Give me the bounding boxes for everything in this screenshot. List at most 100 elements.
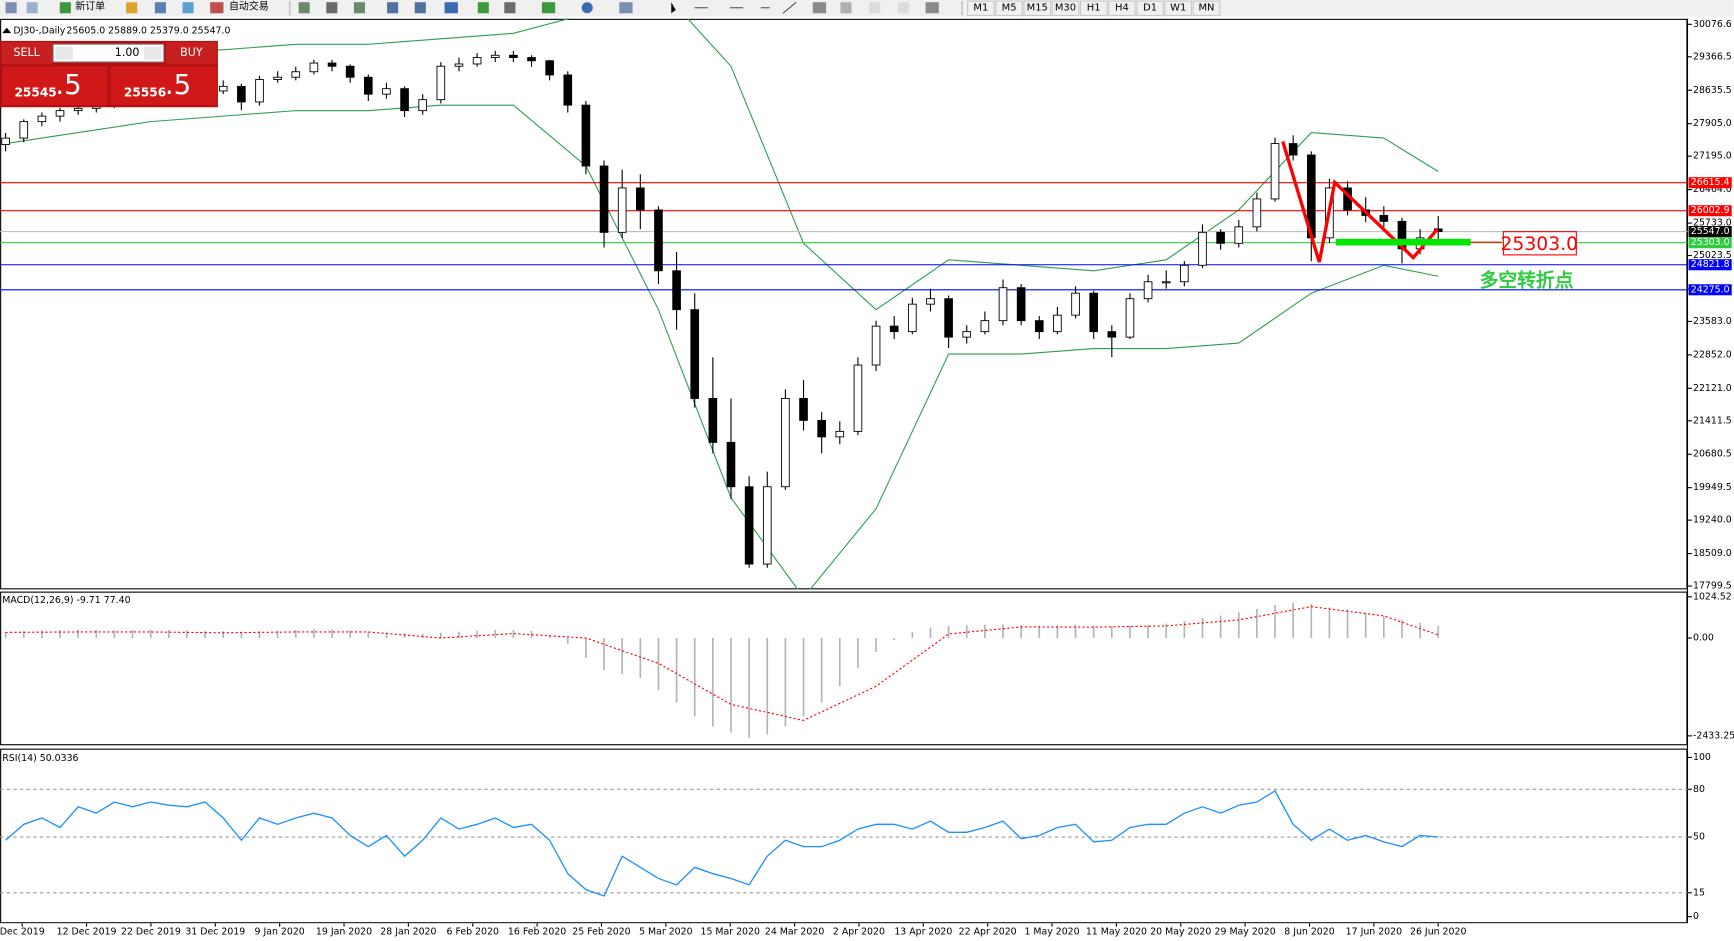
- candle-body: [799, 397, 808, 421]
- icon[interactable]: [414, 2, 426, 14]
- buy-price[interactable]: 25556: [124, 85, 166, 99]
- x-tick-label: 20 May 2020: [1150, 927, 1211, 938]
- buy-price-box[interactable]: [110, 66, 217, 106]
- sell-price-fraction[interactable]: .5: [55, 68, 81, 101]
- sell-label[interactable]: SELL: [13, 46, 40, 59]
- y-tick-label: 22121.0: [1693, 383, 1732, 394]
- icon[interactable]: [925, 2, 939, 14]
- icon[interactable]: [298, 2, 310, 14]
- timeframe-button[interactable]: [1051, 0, 1080, 17]
- lots-down[interactable]: [55, 46, 74, 60]
- candle-body: [998, 287, 1008, 322]
- candle-body: [1234, 226, 1244, 244]
- candle-body: [55, 110, 65, 117]
- candle-body: [871, 325, 881, 366]
- icon[interactable]: [182, 2, 194, 14]
- x-tick-label: 9 Jan 2020: [255, 927, 305, 938]
- candle-body: [454, 63, 464, 67]
- icon[interactable]: [840, 2, 852, 14]
- candle-body: [1089, 292, 1098, 333]
- y-tick-label: 100: [1693, 752, 1711, 763]
- x-tick-label: 28 Jan 2020: [380, 927, 436, 938]
- annotation-bar: [1335, 238, 1471, 246]
- y-tick-label: 30076.6: [1693, 19, 1732, 30]
- icon[interactable]: [353, 2, 365, 14]
- price-level-tag: [1688, 177, 1732, 189]
- icon[interactable]: [619, 2, 633, 14]
- timeframe-button[interactable]: [1108, 0, 1136, 17]
- candle-body: [1379, 214, 1389, 222]
- x-tick-label: 24 Mar 2020: [765, 927, 824, 938]
- icon[interactable]: [869, 2, 881, 14]
- x-tick-label: 8 Jun 2020: [1284, 927, 1334, 938]
- annotation-box: [1502, 231, 1577, 256]
- icon[interactable]: [154, 2, 166, 14]
- price-level-label: 25303.0: [1691, 237, 1730, 248]
- icon[interactable]: [541, 2, 556, 14]
- icon[interactable]: [26, 2, 38, 14]
- icon[interactable]: [897, 2, 910, 14]
- sell-button[interactable]: [1, 42, 53, 65]
- timeframe-button[interactable]: [1192, 0, 1221, 17]
- timeframe-button[interactable]: [995, 0, 1023, 17]
- x-tick-label: 6 Feb 2020: [447, 927, 499, 938]
- timeframe-button[interactable]: [1023, 0, 1052, 17]
- lots-value[interactable]: 1.00: [115, 46, 140, 59]
- price-level-label: 24821.8: [1691, 259, 1730, 270]
- icon[interactable]: [581, 2, 593, 14]
- lots-up[interactable]: [143, 46, 162, 60]
- icon[interactable]: [812, 2, 827, 14]
- candle-body: [472, 57, 482, 65]
- axes: 30076.6 29366.5 28635.5 27905.0 27195.0 26464…: [1687, 19, 1734, 922]
- new-order-button[interactable]: 新订单: [75, 0, 105, 13]
- timeframe-label[interactable]: M30: [1055, 3, 1076, 14]
- auto-trading-button[interactable]: 自动交易: [229, 0, 269, 13]
- auto-trading-icon[interactable]: [210, 2, 224, 14]
- candle-body: [926, 298, 935, 305]
- bollinger-upper: [5, 18, 1439, 311]
- timeframe-label[interactable]: H4: [1115, 3, 1129, 14]
- lots-input[interactable]: [52, 43, 165, 63]
- timeframe-button[interactable]: [967, 0, 995, 17]
- buy-price-fraction[interactable]: .5: [165, 68, 191, 101]
- timeframe-label[interactable]: W1: [1170, 3, 1186, 14]
- x-tick-label: 12 Dec 2019: [57, 927, 117, 938]
- candle-body: [726, 441, 736, 488]
- collapse-arrow[interactable]: [2, 27, 12, 34]
- candle-body: [400, 88, 409, 112]
- buy-label[interactable]: BUY: [180, 46, 203, 59]
- sell-price-box[interactable]: [2, 66, 108, 106]
- icon[interactable]: [126, 2, 138, 14]
- y-tick-label: -2433.25: [1693, 730, 1734, 741]
- x-tick-label: 2 Apr 2020: [833, 927, 885, 938]
- timeframe-label[interactable]: H1: [1087, 3, 1101, 14]
- timeframe-label[interactable]: D1: [1143, 3, 1157, 14]
- x-tick-label: 17 Jun 2020: [1346, 927, 1402, 938]
- icon[interactable]: [326, 2, 338, 14]
- trendline-icon[interactable]: [782, 1, 797, 14]
- timeframe-label[interactable]: M15: [1027, 3, 1048, 14]
- order-panel: SELL 1.00 BUY 25545 .5 25556 .5: [0, 40, 218, 108]
- icon[interactable]: [504, 2, 516, 14]
- timeframe-button[interactable]: [1164, 0, 1193, 17]
- icon[interactable]: [387, 2, 399, 14]
- x-tick-label: 13 Apr 2020: [894, 927, 952, 938]
- timeframe-button[interactable]: [1079, 0, 1108, 17]
- candle-body: [509, 54, 518, 59]
- icon[interactable]: [5, 2, 17, 14]
- sell-price[interactable]: 25545: [14, 85, 56, 99]
- timeframe-button[interactable]: [1136, 0, 1164, 17]
- icon[interactable]: [444, 2, 458, 14]
- candle-body: [1216, 231, 1225, 244]
- buy-button[interactable]: [165, 42, 217, 65]
- timeframe-label[interactable]: M1: [973, 3, 988, 14]
- candle-body: [962, 331, 972, 338]
- candle-body: [817, 419, 826, 438]
- icon[interactable]: [477, 2, 489, 14]
- new-order-icon[interactable]: [59, 2, 71, 14]
- candle-body: [835, 430, 845, 438]
- timeframe-label[interactable]: MN: [1198, 3, 1214, 14]
- timeframe-label[interactable]: M5: [1002, 3, 1017, 14]
- cursor-icon[interactable]: [671, 2, 676, 14]
